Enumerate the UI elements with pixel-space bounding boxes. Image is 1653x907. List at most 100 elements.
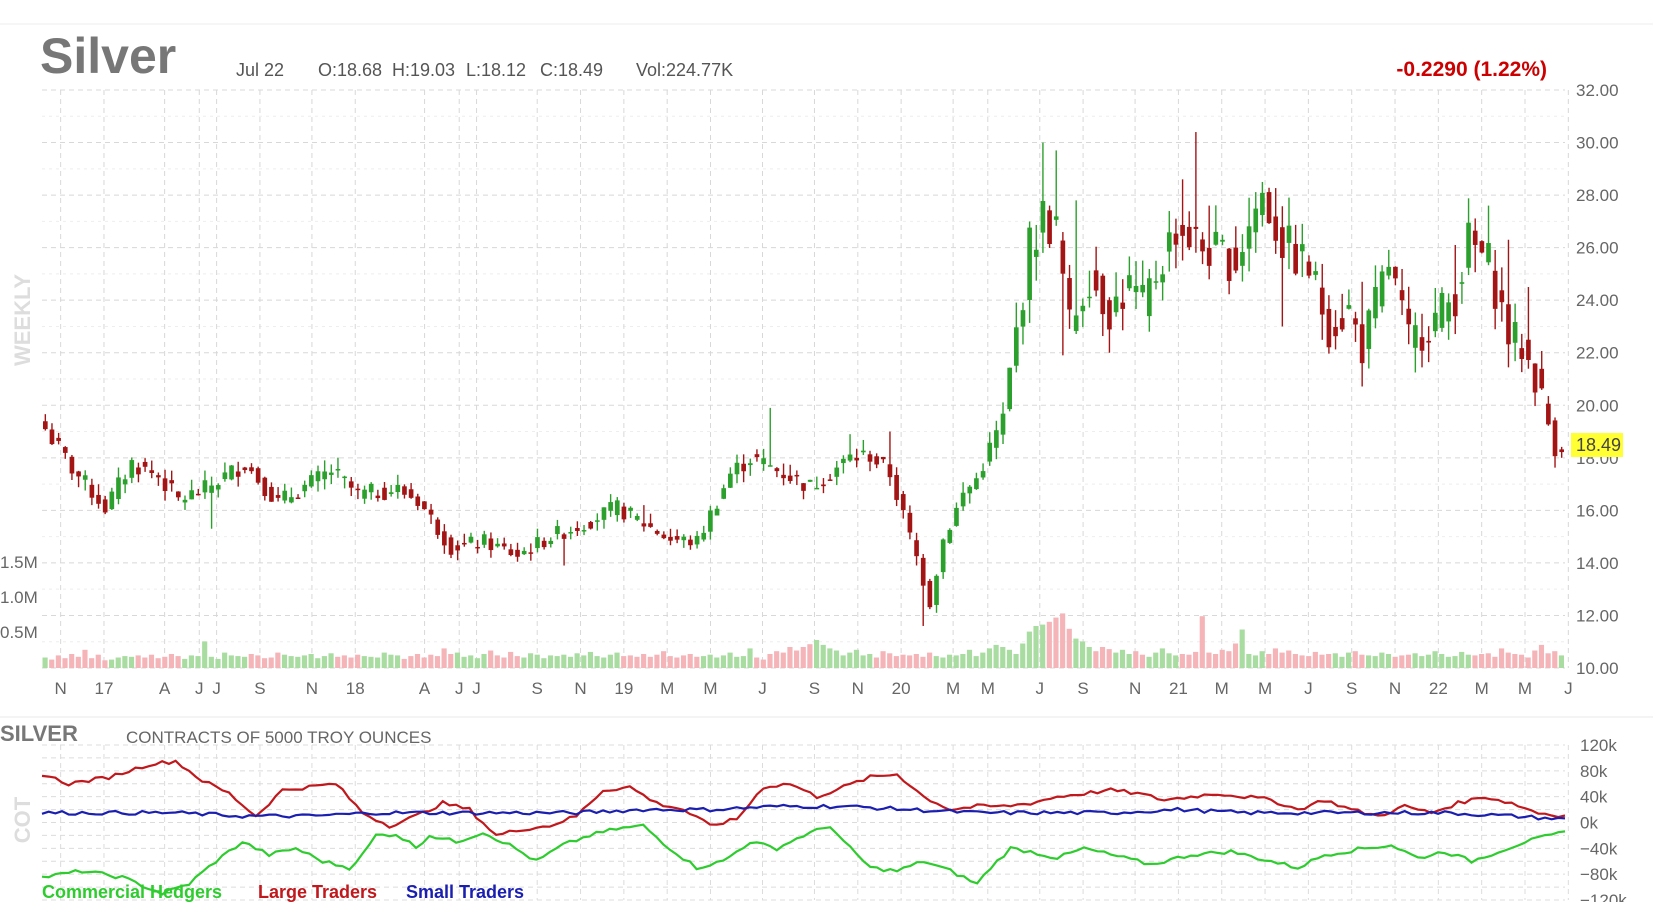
- candle-body: [987, 442, 993, 462]
- candle-body: [528, 552, 534, 554]
- volume-bar: [1552, 651, 1558, 668]
- volume-bar: [128, 656, 135, 668]
- volume-bar: [521, 657, 527, 668]
- candle-body: [661, 534, 667, 539]
- candle-body: [388, 492, 394, 495]
- volume-bar: [960, 654, 966, 668]
- candle-body: [1266, 192, 1272, 224]
- volume-bar: [1306, 656, 1312, 668]
- volume-bar: [1352, 651, 1358, 668]
- candle-body: [282, 490, 288, 501]
- volume-bar: [1272, 648, 1279, 668]
- candle-body: [1426, 340, 1431, 343]
- candles: [42, 132, 1565, 626]
- candle-body: [1273, 216, 1279, 241]
- candle-body: [1419, 337, 1425, 351]
- candle-body: [728, 473, 733, 488]
- volume-bar: [1193, 651, 1199, 668]
- candle-body: [1293, 243, 1298, 274]
- volume-bar: [142, 657, 148, 668]
- candle-body: [1299, 244, 1305, 252]
- volume-bar: [1159, 648, 1165, 668]
- volume-bar: [574, 653, 580, 668]
- candle-body: [1246, 226, 1252, 249]
- volume-bars: [42, 613, 1564, 668]
- volume-bar: [594, 656, 600, 668]
- volume-bar: [208, 656, 214, 668]
- volume-bar: [1173, 655, 1179, 668]
- volume-bar: [1326, 654, 1332, 668]
- candle-body: [535, 537, 540, 549]
- x-tick-label: 18: [346, 679, 365, 698]
- volume-tick-label: 1.5M: [0, 553, 38, 572]
- volume-bar: [514, 656, 520, 668]
- volume-bar: [973, 656, 979, 668]
- candle-body: [1499, 290, 1505, 303]
- x-tick-label: N: [306, 679, 318, 698]
- candle-body: [894, 474, 899, 500]
- volume-bar: [827, 648, 833, 668]
- candle-body: [1479, 241, 1485, 253]
- candle-body: [994, 430, 999, 448]
- volume-bar: [381, 652, 387, 668]
- volume-bar: [168, 654, 175, 668]
- candle-body: [568, 531, 574, 534]
- candle-body: [694, 535, 700, 545]
- candle-body: [69, 456, 75, 474]
- candle-body: [1406, 308, 1412, 325]
- candle-body: [674, 536, 680, 540]
- candle-body: [608, 502, 613, 511]
- y-tick-label: 20.00: [1576, 396, 1619, 415]
- candle-body: [289, 497, 294, 503]
- candle-body: [1446, 302, 1451, 322]
- volume-bar: [1558, 655, 1564, 668]
- volume-bar: [1146, 656, 1152, 668]
- candle-body: [628, 507, 633, 511]
- x-tick-label: S: [1346, 679, 1357, 698]
- volume-bar: [1026, 631, 1032, 668]
- x-tick-label: 17: [95, 679, 114, 698]
- volume-bar: [547, 655, 554, 668]
- candle-body: [734, 462, 740, 475]
- candle-body: [408, 489, 414, 498]
- cot-y-tick-label: 80k: [1580, 762, 1608, 781]
- candle-body: [89, 484, 95, 498]
- volume-bar: [474, 658, 480, 668]
- volume-bar: [820, 644, 826, 668]
- candle-body: [1240, 252, 1245, 266]
- x-tick-label: J: [195, 679, 204, 698]
- volume-bar: [1086, 647, 1092, 668]
- volume-bar: [394, 655, 401, 668]
- volume-bar: [1359, 654, 1365, 668]
- candle-body: [1013, 327, 1019, 366]
- volume-bar: [714, 657, 720, 668]
- candle-body: [162, 478, 168, 491]
- volume-bar: [607, 654, 613, 668]
- volume-bar: [49, 659, 55, 668]
- volume-bar: [1106, 649, 1112, 668]
- legend-small: Small Traders: [406, 882, 524, 902]
- candle-body: [109, 491, 115, 510]
- candle-body: [1546, 403, 1551, 425]
- volume-bar: [1532, 650, 1538, 668]
- candle-body: [581, 530, 587, 532]
- volume-bar: [242, 656, 248, 668]
- candle-body: [1339, 318, 1345, 330]
- volume-bar: [1419, 656, 1425, 668]
- volume-bar: [754, 657, 760, 668]
- candle-body: [1466, 222, 1471, 268]
- volume-bar: [361, 656, 367, 668]
- x-tick-label: M: [1258, 679, 1272, 698]
- candle-body: [62, 447, 68, 453]
- x-axis: N 17 A J J S N 18 A J J S N 19 M M J S N 20 M M J S N 21 M M J S N 22 M M…: [55, 679, 1573, 698]
- candle-body: [362, 489, 367, 499]
- candle-body: [708, 510, 713, 532]
- candle-body: [481, 534, 487, 545]
- candle-body: [1492, 270, 1498, 309]
- candle-body: [1386, 266, 1392, 276]
- volume-bar: [1073, 638, 1079, 668]
- candle-body: [42, 421, 48, 430]
- volume-bar: [614, 652, 620, 668]
- volume-bar: [1432, 651, 1438, 668]
- volume-bar: [587, 651, 594, 668]
